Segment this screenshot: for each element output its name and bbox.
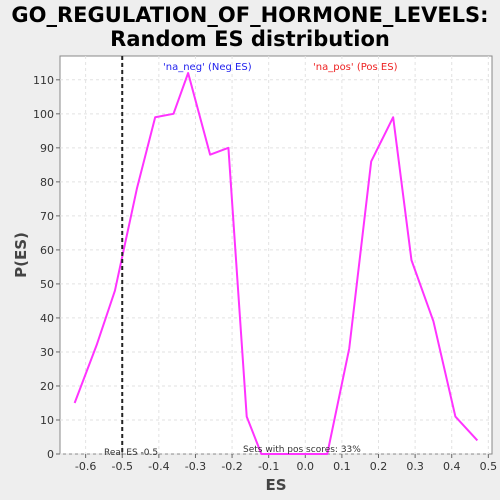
y-tick-label: 40 — [40, 312, 54, 325]
x-axis-label: ES — [265, 476, 286, 494]
y-tick-label: 80 — [40, 176, 54, 189]
y-tick-label: 70 — [40, 210, 54, 223]
plot-area — [59, 55, 493, 455]
y-tick-label: 50 — [40, 278, 54, 291]
x-tick-label: 0.3 — [406, 460, 424, 473]
y-tick-label: 100 — [33, 108, 54, 121]
es-distribution-line — [73, 72, 479, 455]
y-tick-label: 60 — [40, 244, 54, 257]
x-tick-label: 0.0 — [297, 460, 315, 473]
x-tick-label: -0.5 — [112, 460, 133, 473]
y-tick-label: 30 — [40, 346, 54, 359]
x-tick-label: 0.1 — [333, 460, 351, 473]
y-tick-label: 90 — [40, 142, 54, 155]
x-tick-label: 0.2 — [370, 460, 388, 473]
x-axis-ticks: -0.6 -0.5 -0.4 -0.3 -0.2 -0.1 0.0 0.1 0.2 0.3 0.4 0… — [75, 454, 497, 473]
x-tick-label: -0.2 — [221, 460, 242, 473]
x-tick-label: -0.3 — [185, 460, 206, 473]
real-es-label: Real ES -0.5 — [104, 448, 158, 458]
series-group — [73, 72, 479, 455]
legend-neg: 'na_neg' (Neg ES) — [163, 62, 252, 73]
x-tick-label: -0.4 — [148, 460, 169, 473]
y-tick-label: 10 — [40, 414, 54, 427]
y-tick-label: 20 — [40, 380, 54, 393]
chart-title-line2: Random ES distribution — [110, 27, 390, 51]
x-tick-label: 0.5 — [480, 460, 498, 473]
y-tick-label: 110 — [33, 74, 54, 87]
x-tick-label: -0.1 — [258, 460, 279, 473]
x-tick-label: -0.6 — [75, 460, 96, 473]
x-tick-label: 0.4 — [443, 460, 461, 473]
y-tick-label: 0 — [47, 448, 54, 461]
pos-scores-label: Sets with pos scores: 33% — [243, 445, 361, 455]
y-axis-ticks: 0 10 20 30 40 50 60 70 80 90 100 110 — [33, 74, 60, 461]
grid — [60, 56, 492, 455]
legend-pos: 'na_pos' (Pos ES) — [313, 62, 398, 73]
y-axis-label: P(ES) — [12, 232, 30, 278]
chart-title-line1: GO_REGULATION_OF_HORMONE_LEVELS: — [11, 3, 489, 27]
